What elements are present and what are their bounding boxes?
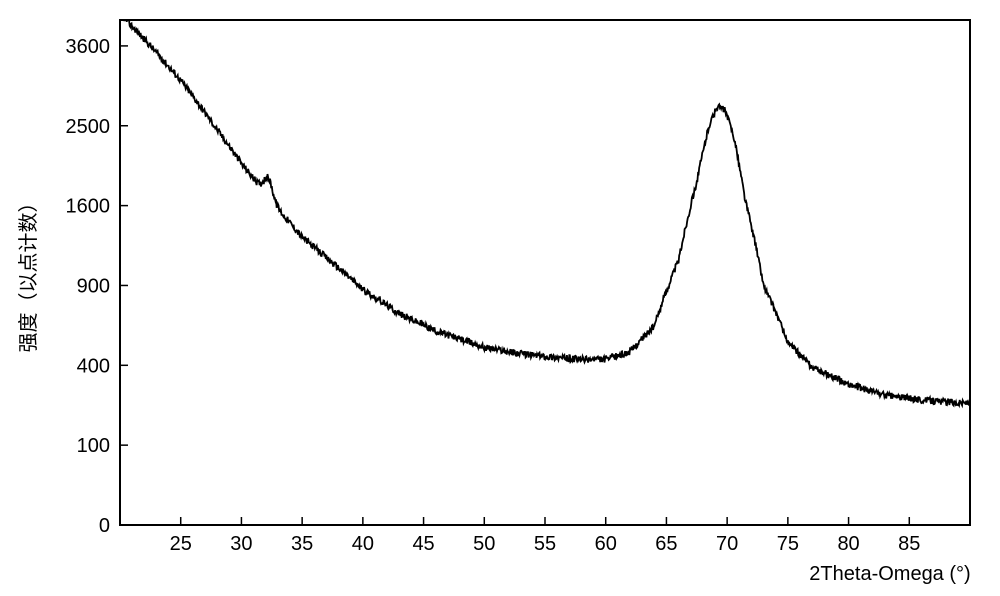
- xrd-chart: 25 30 35 40 45 50 55 60 65 70 75 80 85 0 100 400 900 1600…: [0, 0, 1000, 596]
- svg-text:强度（以点计数）: 强度（以点计数）: [17, 193, 40, 353]
- svg-text:2500: 2500: [66, 116, 111, 138]
- svg-text:100: 100: [77, 435, 110, 457]
- svg-text:35: 35: [291, 533, 313, 555]
- svg-text:50: 50: [473, 533, 495, 555]
- svg-text:60: 60: [595, 533, 617, 555]
- svg-text:30: 30: [230, 533, 252, 555]
- svg-text:55: 55: [534, 533, 556, 555]
- svg-text:1600: 1600: [66, 196, 111, 218]
- svg-text:400: 400: [77, 355, 110, 377]
- svg-text:75: 75: [777, 533, 799, 555]
- svg-text:80: 80: [837, 533, 859, 555]
- svg-text:0: 0: [99, 515, 110, 537]
- svg-text:45: 45: [412, 533, 434, 555]
- svg-text:65: 65: [655, 533, 677, 555]
- svg-text:900: 900: [77, 275, 110, 297]
- svg-text:3600: 3600: [66, 36, 111, 58]
- svg-text:2Theta-Omega (°): 2Theta-Omega (°): [809, 563, 970, 585]
- svg-text:25: 25: [170, 533, 192, 555]
- svg-text:70: 70: [716, 533, 738, 555]
- svg-text:85: 85: [898, 533, 920, 555]
- svg-text:40: 40: [352, 533, 374, 555]
